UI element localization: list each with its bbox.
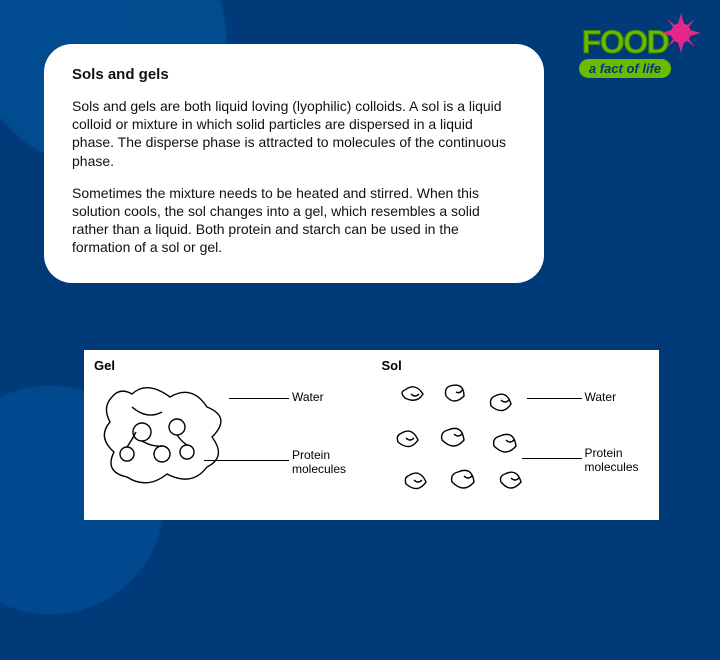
sol-panel: Sol Water Protein molecules — [372, 350, 660, 520]
sol-protein-label: Protein molecules — [585, 446, 645, 474]
gel-drawing — [92, 372, 262, 507]
logo-splat-icon — [658, 10, 704, 56]
paragraph-1: Sols and gels are both liquid loving (ly… — [72, 97, 516, 170]
gel-panel: Gel Water Protein molecules — [84, 350, 372, 520]
gel-protein-label: Protein molecules — [292, 448, 352, 476]
sol-drawing — [380, 372, 545, 507]
paragraph-2: Sometimes the mixture needs to be heated… — [72, 184, 516, 257]
diagram-container: Gel Water Protein molecules Sol — [84, 350, 659, 520]
logo-tagline: a fact of life — [579, 59, 671, 78]
sol-title: Sol — [382, 358, 650, 373]
slide-title: Sols and gels — [72, 66, 516, 83]
sol-water-label: Water — [585, 390, 617, 404]
gel-water-label: Water — [292, 390, 324, 404]
gel-title: Gel — [94, 358, 362, 373]
food-logo: FOOD a fact of life — [560, 28, 690, 78]
content-bubble: Sols and gels Sols and gels are both liq… — [44, 44, 544, 283]
